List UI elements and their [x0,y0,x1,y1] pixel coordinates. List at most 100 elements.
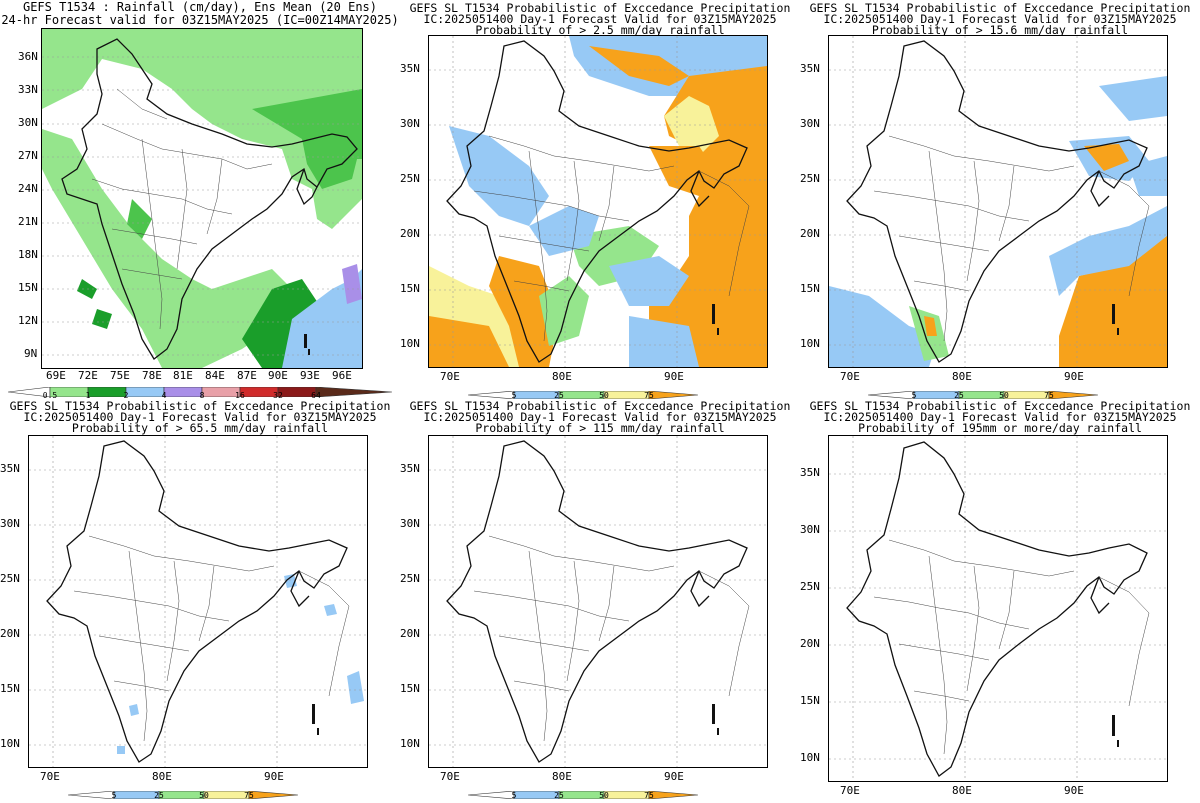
lat-label: 20N [800,637,820,650]
lat-label: 15N [800,282,820,295]
panel-title-line: GEFS SL T1534 Probabilistic of Exccedanc… [809,1,1191,15]
map-plot-area [828,35,1168,368]
lon-label: 80E [952,784,972,797]
panel-title-line: Probability of > 65.5 mm/day rainfall [71,421,329,435]
colorbar-tick: 75 [1044,391,1054,400]
lat-label: 35N [800,466,820,479]
lat-label: 10N [800,337,820,350]
map-plot-area [428,35,768,368]
lon-label: 93E [300,369,320,382]
lat-label: 35N [0,462,20,475]
colorbar-tick: 25 [154,791,164,800]
lat-label: 20N [400,627,420,640]
colorbar-triangles-icon [7,386,393,398]
lon-label: 80E [152,770,172,783]
panel-title-line: Probability of > 2.5 mm/day rainfall [475,23,725,37]
lat-label: 15N [0,682,20,695]
panel-title-line: IC:2025051400 Day-1 Forecast Valid for 0… [423,410,777,424]
panel-title-line: IC:2025051400 Day-1 Forecast Valid for 0… [423,12,777,26]
lat-label: 33N [18,83,38,96]
colorbar-tick: 50 [599,391,609,400]
panel-ensemble-mean-rainfall: GEFS T1534 : Rainfall (cm/day), Ens Mean… [0,0,400,400]
colorbar-tick: 5 [511,791,517,800]
lon-label: 75E [110,369,130,382]
colorbar-tick: 32 [273,391,283,400]
lon-label: 70E [840,370,860,383]
lat-label: 18N [18,248,38,261]
map-plot-area [828,435,1168,782]
colorbar-probability: 5 25 50 75 [867,384,1099,400]
lon-label: 80E [552,770,572,783]
colorbar-probability: 5 25 50 75 [467,384,699,400]
lat-label: 9N [24,347,38,360]
lon-label: 70E [440,770,460,783]
lat-label: 15N [400,682,420,695]
lon-label: 90E [1064,784,1084,797]
lat-label: 36N [18,50,38,63]
lat-label: 24N [18,182,38,195]
lat-label: 35N [400,62,420,75]
lat-label: 30N [800,117,820,130]
lon-label: 72E [78,369,98,382]
lon-label: 69E [46,369,66,382]
panel-title-line: GEFS SL T1534 Probabilistic of Exccedanc… [809,399,1191,413]
lon-label: 96E [332,369,352,382]
lat-label: 25N [800,172,820,185]
colorbar-tick: 75 [644,791,654,800]
panel-title-line: GEFS T1534 : Rainfall (cm/day), Ens Mean… [22,0,377,14]
lat-label: 25N [400,172,420,185]
panel-title-line: Probability of > 15.6 mm/day rainfall [871,23,1129,37]
lat-label: 12N [18,314,38,327]
colorbar-tick: 25 [554,391,564,400]
panel-prob-195mm: GEFS SL T1534 Probabilistic of Exccedanc… [800,400,1200,800]
lat-label: 35N [800,62,820,75]
lon-label: 81E [173,369,193,382]
colorbar-tick: 50 [999,391,1009,400]
lat-label: 25N [400,572,420,585]
colorbar-probability: 5 25 50 75 [467,784,699,800]
lon-label: 70E [40,770,60,783]
map-plot-area [41,28,363,369]
panel-prob-115mm: GEFS SL T1534 Probabilistic of Exccedanc… [400,400,800,800]
colorbar-tick: 1 [85,391,91,400]
lat-label: 20N [400,227,420,240]
colorbar-tick: 5 [911,391,917,400]
lon-label: 90E [664,770,684,783]
lat-label: 15N [400,282,420,295]
colorbar-tick: 8 [199,391,205,400]
panel-title-line: GEFS SL T1534 Probabilistic of Exccedanc… [409,399,791,413]
lon-label: 90E [1064,370,1084,383]
lat-label: 10N [800,751,820,764]
colorbar-tick: 75 [244,791,254,800]
colorbar-tick: 25 [554,791,564,800]
colorbar-tick: 25 [954,391,964,400]
panel-title-line: IC:2025051400 Day-1 Forecast Valid for 0… [823,12,1177,26]
panel-prob-15p6mm: GEFS SL T1534 Probabilistic of Exccedanc… [800,0,1200,400]
lat-label: 20N [0,627,20,640]
lat-label: 10N [400,337,420,350]
colorbar-tick: 50 [199,791,209,800]
panel-prob-2p5mm: GEFS SL T1534 Probabilistic of Exccedanc… [400,0,800,400]
map-plot-area [28,435,368,768]
colorbar-tick: 5 [111,791,117,800]
lon-label: 70E [440,370,460,383]
panel-prob-65p5mm: GEFS SL T1534 Probabilistic of Exccedanc… [0,400,400,800]
lat-label: 15N [800,694,820,707]
lon-label: 90E [664,370,684,383]
colorbar-tick: 75 [644,391,654,400]
panel-title-line: Probability of 195mm or more/day rainfal… [858,421,1142,435]
lat-label: 25N [0,572,20,585]
lat-label: 35N [400,462,420,475]
colorbar-tick: 2 [123,391,129,400]
colorbar-rainfall: 0.5 1 2 4 8 16 32 64 [7,382,393,400]
panel-title-line: Probability of > 115 mm/day rainfall [475,421,725,435]
lon-label: 87E [237,369,257,382]
panel-title-line: 24-hr Forecast valid for 03Z15MAY2025 (I… [1,13,399,27]
lon-label: 90E [268,369,288,382]
lat-label: 15N [18,281,38,294]
lat-label: 20N [800,227,820,240]
colorbar-tick: 16 [235,391,245,400]
lat-label: 21N [18,215,38,228]
lat-label: 30N [0,517,20,530]
lon-label: 80E [952,370,972,383]
